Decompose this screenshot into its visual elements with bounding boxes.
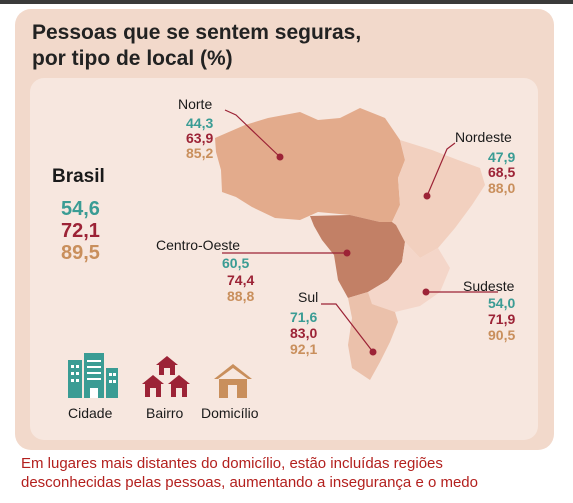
brasil-cidade-value: 54,6 — [61, 198, 100, 220]
nordeste-domicilio-value: 88,0 — [488, 180, 516, 196]
sudeste-label: Sudeste — [463, 278, 515, 294]
nordeste-cidade-value: 47,9 — [488, 149, 516, 165]
footer-line-2: desconhecidas pelas pessoas, aumentando … — [21, 474, 478, 491]
norte-cidade-value: 44,3 — [186, 115, 214, 131]
leader-line-norte — [224, 109, 281, 158]
norte-label: Norte — [178, 96, 213, 112]
brasil-label: Brasil — [52, 166, 105, 187]
marker-sudeste — [422, 288, 430, 296]
sudeste-bairro-value: 71,9 — [488, 311, 516, 327]
marker-nordeste — [423, 192, 431, 200]
legend-bairro-label: Bairro — [146, 405, 184, 421]
brasil-bairro-value: 72,1 — [61, 220, 100, 242]
centro-oeste-label: Centro-Oeste — [156, 237, 241, 253]
house-icon — [214, 364, 252, 398]
sudeste-cidade-value: 54,0 — [488, 295, 516, 311]
region-sudeste — [368, 242, 450, 312]
centro-oeste-bairro-value: 74,4 — [227, 272, 255, 288]
brasil-domicilio-value: 89,5 — [61, 242, 100, 264]
footer-line-1: Em lugares mais distantes do domicílio, … — [21, 455, 443, 472]
sul-label: Sul — [298, 289, 319, 305]
nordeste-label: Nordeste — [455, 129, 512, 145]
title-line-2: por tipo de local (%) — [32, 47, 233, 70]
region-nordeste — [392, 140, 485, 258]
norte-domicilio-value: 85,2 — [186, 145, 214, 161]
leader-line-nordeste — [426, 142, 456, 197]
region-norte — [215, 108, 405, 222]
sul-cidade-value: 71,6 — [290, 309, 318, 325]
legend-cidade-label: Cidade — [68, 405, 113, 421]
nordeste-bairro-value: 68,5 — [488, 164, 516, 180]
building-icon — [68, 353, 118, 398]
legend-domicilio-label: Domicílio — [201, 405, 259, 421]
centro-oeste-domicilio-value: 88,8 — [227, 288, 255, 304]
infographic-title: Pessoas que se sentem seguras, por tipo … — [32, 20, 361, 72]
norte-bairro-value: 63,9 — [186, 130, 214, 146]
top-bar — [0, 0, 573, 4]
marker-norte — [276, 153, 284, 161]
houses-icon — [142, 356, 190, 397]
region-centro-oeste — [310, 215, 405, 298]
marker-sul — [369, 348, 377, 356]
title-line-1: Pessoas que se sentem seguras, — [32, 21, 362, 44]
leader-line-sul — [321, 303, 374, 353]
centro-oeste-cidade-value: 60,5 — [222, 255, 250, 271]
sul-bairro-value: 83,0 — [290, 325, 318, 341]
region-sul — [348, 292, 398, 380]
sul-domicilio-value: 92,1 — [290, 341, 318, 357]
footer-caption: Em lugares mais distantes do domicílio, … — [21, 454, 561, 492]
marker-centro-oeste — [343, 249, 351, 257]
sudeste-domicilio-value: 90,5 — [488, 327, 516, 343]
